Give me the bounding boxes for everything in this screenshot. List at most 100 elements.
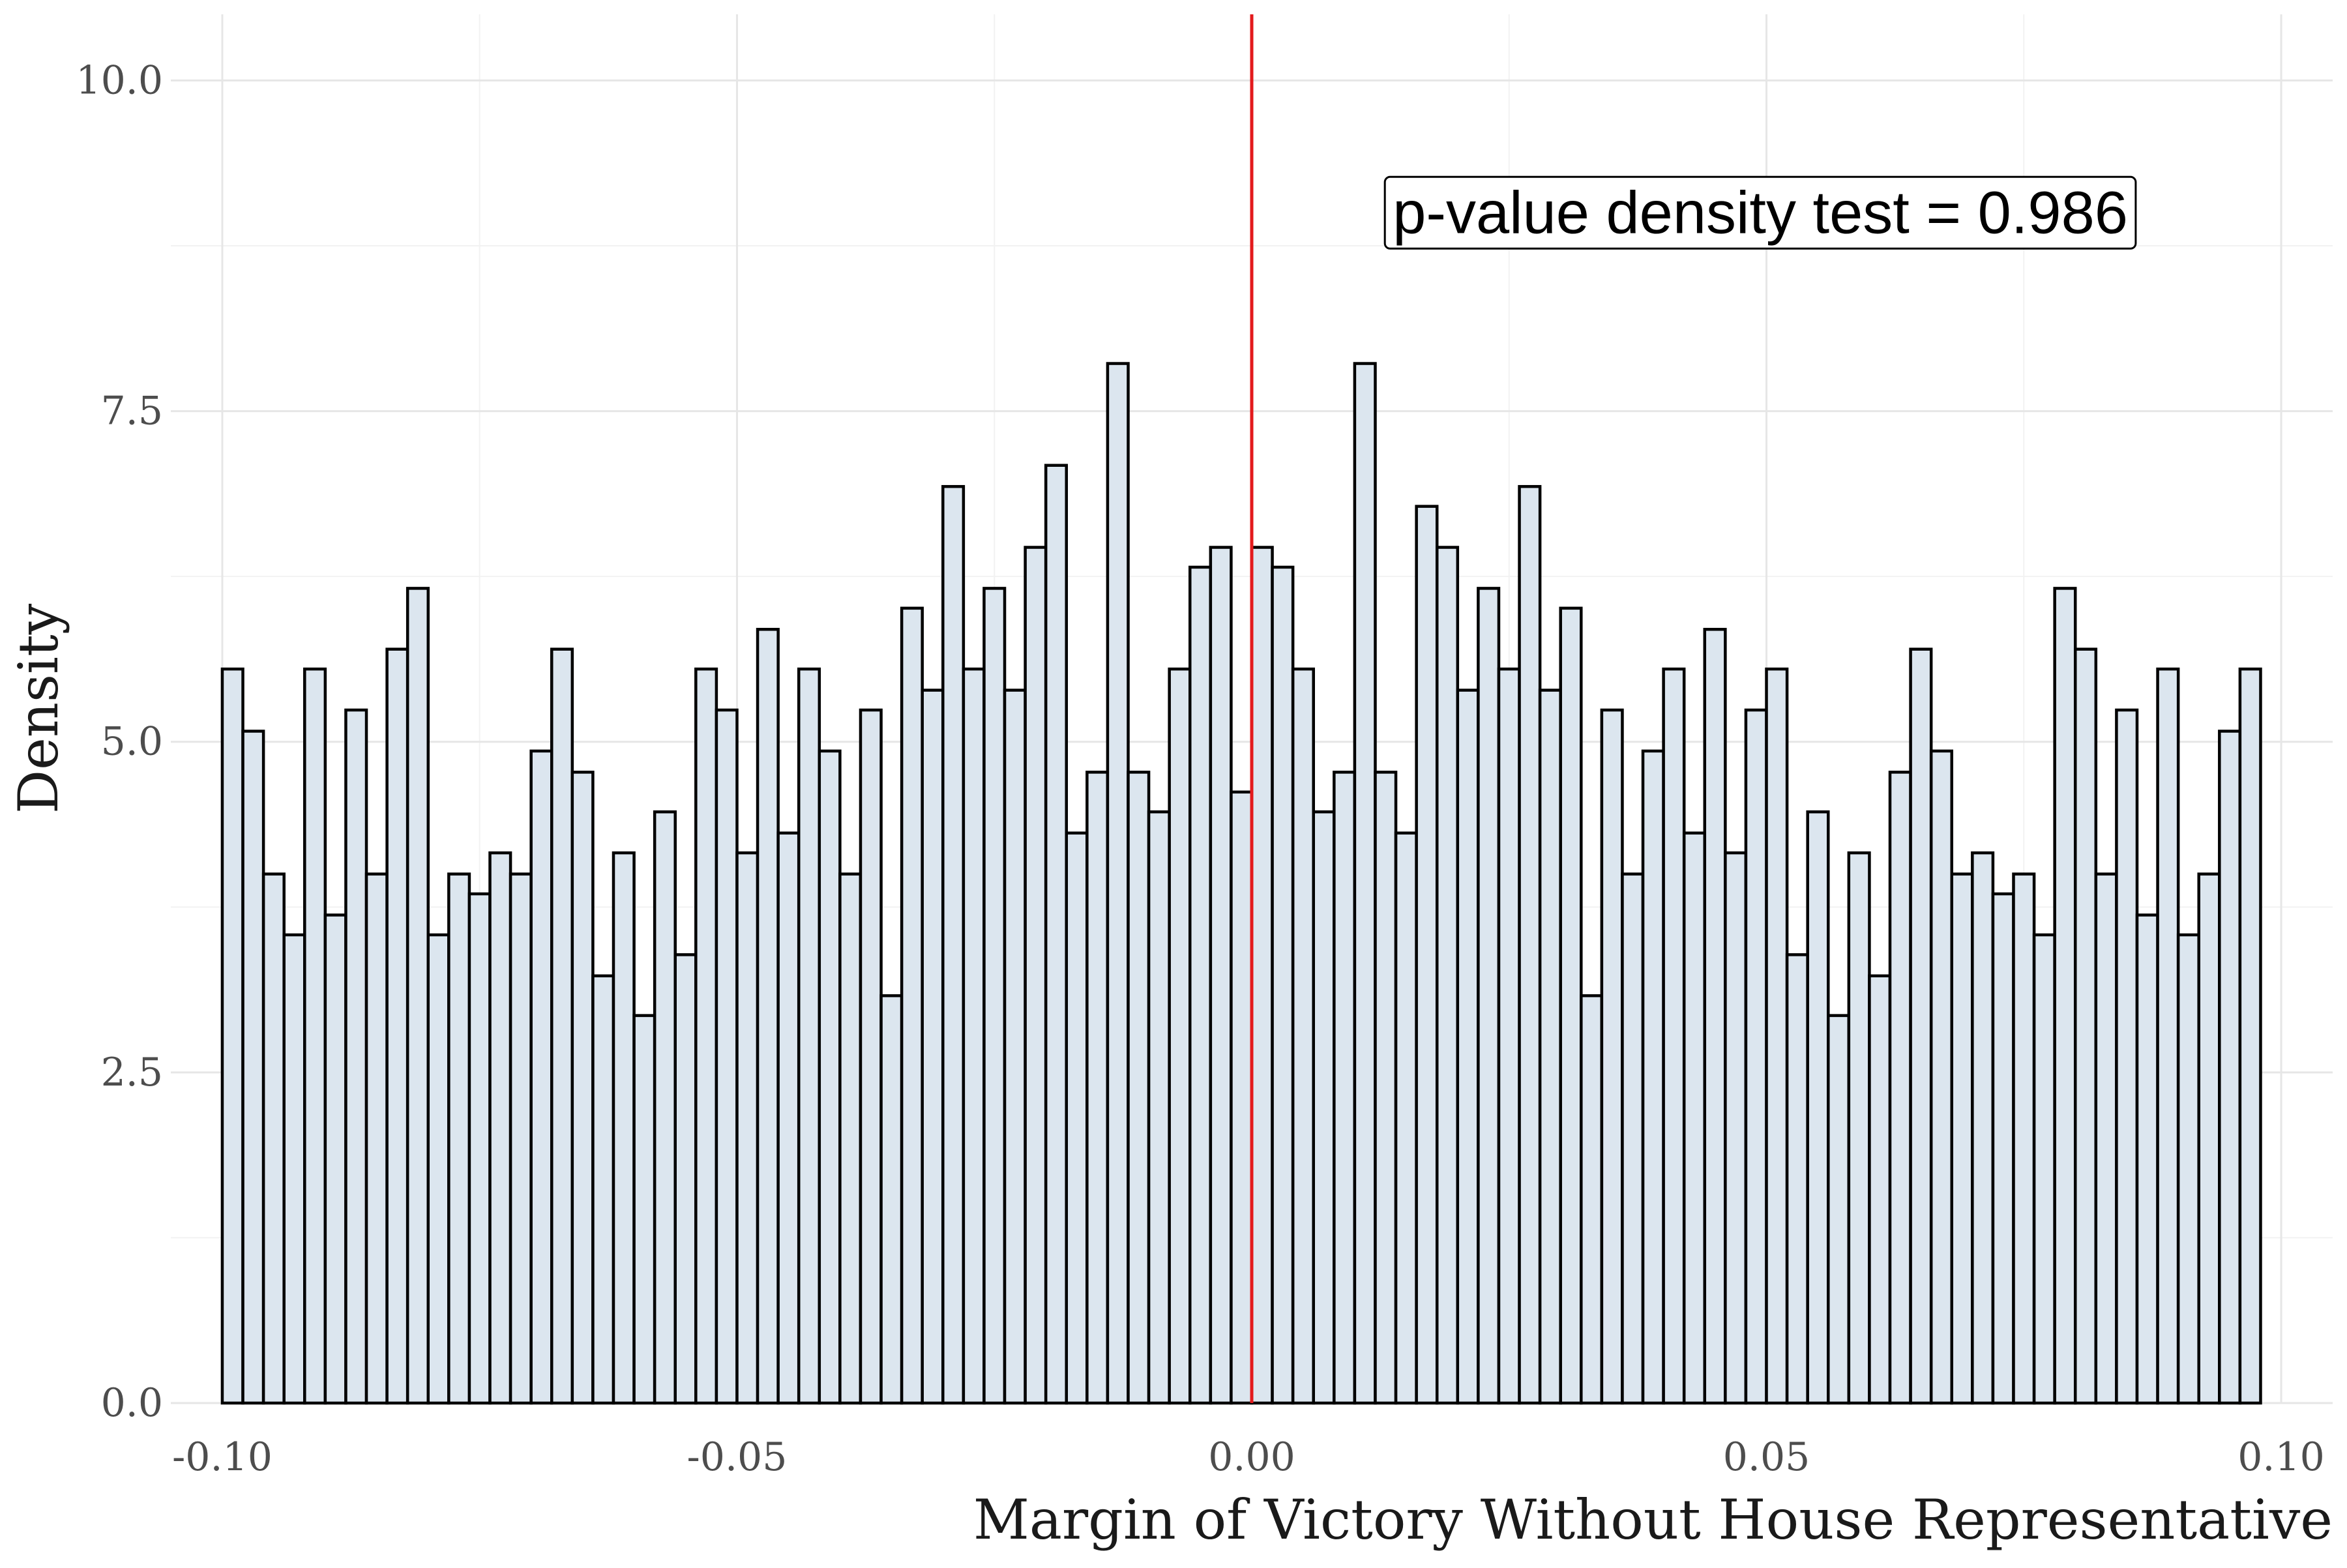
- bars-layer: [220, 362, 2262, 1405]
- histogram-bar: [1065, 831, 1089, 1405]
- histogram-bar: [447, 872, 471, 1405]
- histogram-bar: [261, 872, 286, 1405]
- histogram-bar: [1785, 953, 1809, 1405]
- y-tick-label: 10.0: [76, 57, 163, 103]
- x-axis-title: Margin of Victory Without House Represen…: [973, 1488, 2333, 1552]
- histogram-bar: [467, 892, 492, 1405]
- histogram-bar: [2135, 913, 2159, 1405]
- histogram-bar: [1827, 1014, 1851, 1405]
- histogram-bar: [2197, 872, 2221, 1405]
- histogram-bar: [1703, 628, 1727, 1405]
- histogram-bar: [1003, 688, 1027, 1405]
- x-tick-label: 0.10: [2237, 1434, 2325, 1480]
- histogram-bar: [982, 587, 1007, 1405]
- annotation-layer: p-value density test = 0.986: [1383, 175, 2137, 250]
- histogram-bar: [612, 851, 636, 1405]
- histogram-bar: [962, 667, 986, 1405]
- histogram-bar: [220, 667, 244, 1405]
- histogram-bar: [344, 708, 368, 1405]
- annotation-text: p-value density test = 0.986: [1393, 179, 2128, 246]
- y-axis-title: Density: [7, 603, 70, 814]
- histogram-bar: [1888, 771, 1912, 1405]
- histogram-bar: [653, 810, 677, 1405]
- y-tick-label: 7.5: [101, 389, 163, 434]
- histogram-bar: [1744, 708, 1768, 1405]
- y-tick-label: 0.0: [101, 1380, 163, 1426]
- histogram-bar: [1250, 546, 1274, 1405]
- histogram-bar: [921, 688, 945, 1405]
- histogram-bar: [2218, 730, 2242, 1405]
- histogram-bar: [1415, 505, 1439, 1405]
- histogram-bar: [570, 771, 595, 1405]
- histogram-bar: [1538, 688, 1562, 1405]
- y-tick-label: 5.0: [101, 719, 163, 765]
- histogram-bar: [1353, 362, 1377, 1405]
- y-tick-label: 2.5: [101, 1050, 163, 1095]
- x-tick-label: -0.10: [172, 1434, 273, 1480]
- histogram-bar: [1724, 851, 1748, 1405]
- histogram-bar: [1456, 688, 1480, 1405]
- histogram-bar: [1106, 362, 1130, 1405]
- histogram-bar: [1477, 587, 1501, 1405]
- histogram-bar: [838, 872, 863, 1405]
- histogram-bar: [1312, 810, 1336, 1405]
- histogram-bar: [694, 667, 718, 1405]
- histogram-bar: [673, 953, 698, 1405]
- histogram-bar: [1929, 749, 1954, 1405]
- histogram-bar: [900, 606, 924, 1405]
- histogram-bar: [488, 851, 512, 1405]
- x-tick-label: 0.05: [1723, 1434, 1810, 1480]
- histogram-bar: [1497, 667, 1521, 1405]
- histogram-bar: [1806, 810, 1830, 1405]
- histogram-bar: [1868, 974, 1892, 1405]
- histogram-bar: [735, 851, 760, 1405]
- histogram-bar: [1333, 771, 1357, 1405]
- x-tick-label: 0.00: [1208, 1434, 1295, 1480]
- histogram-bar: [1394, 831, 1418, 1405]
- histogram-bar: [509, 872, 533, 1405]
- histogram-bar: [776, 831, 801, 1405]
- histogram-bar: [364, 872, 389, 1405]
- histogram-bar: [2115, 708, 2139, 1405]
- histogram-bar: [756, 628, 780, 1405]
- histogram-bar: [1909, 647, 1933, 1405]
- histogram-bar: [2073, 647, 2098, 1405]
- histogram-bar: [2156, 667, 2180, 1405]
- histogram-bar: [2032, 933, 2056, 1405]
- histogram-bar: [1682, 831, 1707, 1405]
- histogram-bar: [426, 933, 450, 1405]
- histogram-bar: [1127, 771, 1151, 1405]
- histogram-bar: [1641, 749, 1665, 1405]
- histogram-bar: [2094, 872, 2118, 1405]
- histogram-bar: [1950, 872, 1974, 1405]
- histogram-bar: [385, 647, 409, 1405]
- histogram-bar: [1024, 546, 1048, 1405]
- histogram-bar: [797, 667, 821, 1405]
- x-tick-label: -0.05: [687, 1434, 788, 1480]
- histogram-bar: [241, 730, 265, 1405]
- histogram-bar: [1271, 565, 1295, 1405]
- histogram-bar: [529, 749, 554, 1405]
- x-tick-labels: -0.10 -0.05 0.00 0.05 0.10: [172, 1434, 2325, 1480]
- histogram-bar: [2176, 933, 2200, 1405]
- histogram-bar: [591, 974, 615, 1405]
- histogram-bar: [1600, 708, 1624, 1405]
- histogram-bar: [1188, 565, 1213, 1405]
- histogram-bar: [2012, 872, 2036, 1405]
- histogram-bar: [1209, 546, 1233, 1405]
- histogram-bar: [1621, 872, 1645, 1405]
- histogram-bar: [1230, 790, 1254, 1405]
- histogram-bar: [1765, 667, 1789, 1405]
- histogram-bar: [550, 647, 574, 1405]
- histogram-bar: [1559, 606, 1583, 1405]
- histogram-bar: [1044, 464, 1069, 1405]
- histogram-bar: [303, 667, 327, 1405]
- histogram-bar: [1991, 892, 2015, 1405]
- histogram-bar: [1374, 771, 1398, 1405]
- annotation-box: [1383, 175, 2137, 250]
- histogram-bar: [2053, 587, 2077, 1405]
- histogram-bar: [323, 913, 347, 1405]
- histogram-bar: [715, 708, 739, 1405]
- histogram-bar: [1662, 667, 1686, 1405]
